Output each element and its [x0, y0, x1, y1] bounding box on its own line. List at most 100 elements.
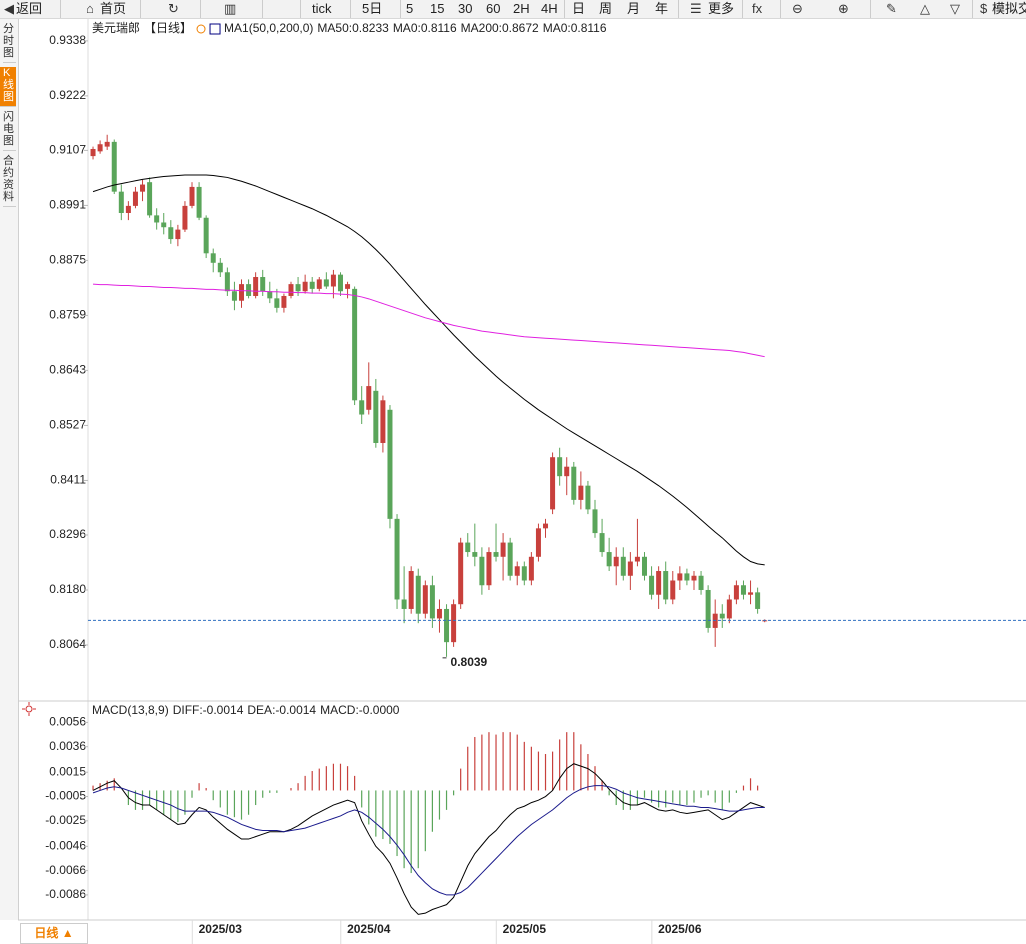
candle-body: [387, 409, 393, 519]
candle-body: [359, 400, 365, 415]
toolbar-button[interactable]: 年: [655, 1, 669, 16]
candle-body: [394, 518, 400, 600]
candle-body: [670, 580, 676, 600]
toolbar-icon[interactable]: △: [920, 1, 930, 16]
toolbar-icon[interactable]: $: [980, 1, 988, 16]
toolbar-separator: [742, 0, 743, 18]
candle-body: [97, 144, 103, 152]
macd-line: [92, 785, 765, 896]
toolbar-separator: [678, 0, 679, 18]
candle-body: [231, 291, 237, 301]
sidebar-tab[interactable]: K线图: [0, 67, 16, 107]
candle-body: [726, 599, 732, 619]
sidebar: 分时图 K线图闪电图合约资料: [0, 19, 19, 920]
toolbar-icon[interactable]: ⌂: [86, 1, 94, 16]
toolbar-separator: [140, 0, 141, 18]
candle-body: [472, 552, 478, 557]
toolbar-button[interactable]: 日: [572, 1, 586, 16]
sidebar-tab[interactable]: 闪电图: [3, 111, 16, 151]
legend-icon: [196, 24, 206, 34]
toolbar-icon[interactable]: ☰: [690, 1, 702, 16]
legend-item: MACD(13,8,9): [92, 703, 169, 717]
macd-line: [92, 763, 765, 915]
candle-body: [429, 585, 435, 619]
candle-body: [444, 608, 450, 643]
toolbar-button[interactable]: 月: [627, 1, 641, 16]
sidebar-tab[interactable]: 分时图: [3, 23, 16, 63]
candle-body: [557, 457, 563, 477]
toolbar-separator: [60, 0, 61, 18]
y-tick-label: 0.9338: [49, 33, 86, 47]
candle-body: [224, 272, 230, 292]
toolbar-separator: [564, 0, 565, 18]
toolbar-icon[interactable]: ▥: [224, 1, 237, 16]
macd-icon: [22, 702, 36, 716]
candle-body: [239, 284, 245, 301]
toolbar-button[interactable]: 30: [458, 1, 473, 16]
toolbar-button[interactable]: 返回: [16, 1, 43, 16]
toolbar-icon[interactable]: fx: [752, 1, 763, 16]
toolbar-icon[interactable]: ⊖: [792, 1, 803, 16]
y-tick-label: -0.0005: [45, 789, 86, 803]
sidebar-tab[interactable]: 合约资料: [3, 155, 16, 207]
toolbar-button[interactable]: 更多: [708, 1, 735, 16]
candle-body: [302, 281, 308, 292]
toolbar-separator: [300, 0, 301, 18]
legend-item: 美元瑞郎: [92, 21, 140, 35]
y-tick-label: 0.8411: [50, 473, 86, 487]
legend-item: MA0:0.8116: [543, 21, 607, 35]
toolbar-icon[interactable]: ↻: [168, 1, 179, 16]
candle-body: [203, 217, 209, 254]
y-tick-label: -0.0046: [45, 839, 86, 853]
candle-body: [641, 556, 647, 576]
toolbar: 返回 首页 tick 5日 5 15 30 60 2H 4H 日周月年 更多 模拟交 ◀ ⌂ ↻ ▥ ☰ fx ⊖ ⊕ ✎…: [0, 0, 1026, 19]
toolbar-icon[interactable]: ✎: [886, 1, 897, 16]
toolbar-icon[interactable]: ▽: [950, 1, 960, 16]
toolbar-button[interactable]: tick: [312, 1, 332, 16]
candle-body: [451, 604, 457, 643]
candle-body: [521, 566, 527, 581]
candle-body: [705, 589, 711, 628]
y-tick-label: 0.9222: [49, 88, 86, 102]
toolbar-button[interactable]: 15: [430, 1, 445, 16]
candle-body: [733, 585, 739, 600]
toolbar-button[interactable]: 60: [486, 1, 501, 16]
toolbar-button[interactable]: 5日: [362, 1, 383, 16]
candle-body: [415, 575, 421, 614]
candle-body: [288, 284, 294, 296]
y-tick-label: 0.8991: [49, 198, 86, 212]
toolbar-icon[interactable]: ⊕: [838, 1, 849, 16]
y-tick-label: 0.8064: [49, 637, 86, 651]
candle-body: [316, 279, 322, 289]
candle-body: [366, 386, 372, 410]
toolbar-button[interactable]: 2H: [513, 1, 530, 16]
candle-body: [125, 205, 131, 213]
toolbar-button[interactable]: 周: [599, 1, 613, 16]
candle-body: [196, 186, 202, 218]
y-tick-label: -0.0086: [45, 887, 86, 901]
candle-body: [613, 556, 619, 567]
candle-body: [352, 288, 358, 401]
period-button[interactable]: 日线 ▲: [20, 923, 88, 944]
candle-body: [295, 284, 301, 292]
legend-item: MA200:0.8672: [461, 21, 539, 35]
legend-item: MACD:-0.0000: [320, 703, 400, 717]
candle-body: [436, 608, 442, 619]
toolbar-button[interactable]: 4H: [541, 1, 558, 16]
toolbar-button[interactable]: 模拟交: [992, 1, 1026, 16]
toolbar-separator: [262, 0, 263, 18]
toolbar-icon[interactable]: ◀: [4, 1, 14, 16]
toolbar-button[interactable]: 5: [406, 1, 414, 16]
legend-item: DIFF:-0.0014: [173, 703, 244, 717]
legend-item: MA0:0.8116: [393, 21, 457, 35]
candle-body: [748, 592, 754, 595]
y-tick-label: 0.9107: [49, 143, 86, 157]
toolbar-separator: [200, 0, 201, 18]
candle-body: [663, 571, 669, 600]
toolbar-button[interactable]: 首页: [100, 1, 127, 16]
candle-body: [465, 542, 471, 553]
candle-body: [246, 284, 252, 296]
candle-body: [154, 215, 160, 223]
y-tick-label: 0.8643: [49, 363, 86, 377]
